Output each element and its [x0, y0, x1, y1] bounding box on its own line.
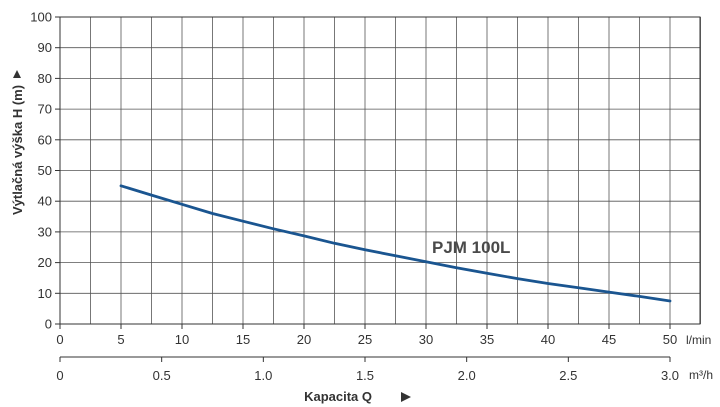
x-axis-arrow-icon — [401, 392, 411, 402]
x-tick-label: 5 — [117, 332, 124, 347]
x-secondary-tick-label: 2.5 — [559, 368, 577, 383]
x-axis-ticks: 0 5 10 15 20 25 30 35 40 45 50 — [56, 324, 677, 347]
y-tick-label: 50 — [38, 163, 52, 178]
y-axis-ticks: 0 10 20 30 40 50 60 70 80 90 100 — [30, 10, 60, 332]
x-tick-label: 40 — [541, 332, 555, 347]
y-tick-label: 90 — [38, 40, 52, 55]
y-tick-label: 60 — [38, 132, 52, 147]
x-secondary-tick-label: 1.5 — [356, 368, 374, 383]
x-tick-label: 45 — [602, 332, 616, 347]
y-tick-label: 10 — [38, 286, 52, 301]
series-layer — [119, 184, 672, 303]
x-tick-label: 15 — [236, 332, 250, 347]
x-tick-label: 0 — [56, 332, 63, 347]
x-unit-primary: l/min — [686, 333, 711, 347]
x-tick-label: 20 — [297, 332, 311, 347]
x-unit-secondary: m³/h — [689, 368, 713, 382]
x-secondary-tick-label: 2.0 — [458, 368, 476, 383]
x-tick-label: 10 — [175, 332, 189, 347]
x-tick-label: 30 — [419, 332, 433, 347]
x-secondary-tick-label: 0 — [56, 368, 63, 383]
x-tick-label: 35 — [480, 332, 494, 347]
x-secondary-tick-label: 0.5 — [153, 368, 171, 383]
x-tick-label: 25 — [358, 332, 372, 347]
x-axis-secondary-ticks: 0 0.5 1.0 1.5 2.0 2.5 3.0 — [56, 356, 679, 383]
series-label: PJM 100L — [432, 238, 510, 257]
x-secondary-tick-label: 3.0 — [661, 368, 679, 383]
y-axis-title: Výtlačná výška H (m) — [10, 85, 25, 215]
y-tick-label: 70 — [38, 102, 52, 117]
y-tick-label: 40 — [38, 194, 52, 209]
y-tick-label: 80 — [38, 71, 52, 86]
grid — [59, 16, 701, 325]
y-tick-label: 20 — [38, 255, 52, 270]
x-axis-title: Kapacita Q — [304, 389, 372, 404]
y-tick-label: 100 — [30, 10, 52, 25]
y-axis-arrow-icon — [13, 70, 21, 78]
x-secondary-tick-label: 1.0 — [254, 368, 272, 383]
x-tick-label: 50 — [663, 332, 677, 347]
y-tick-label: 0 — [45, 317, 52, 332]
y-tick-label: 30 — [38, 224, 52, 239]
series-line — [119, 184, 672, 303]
